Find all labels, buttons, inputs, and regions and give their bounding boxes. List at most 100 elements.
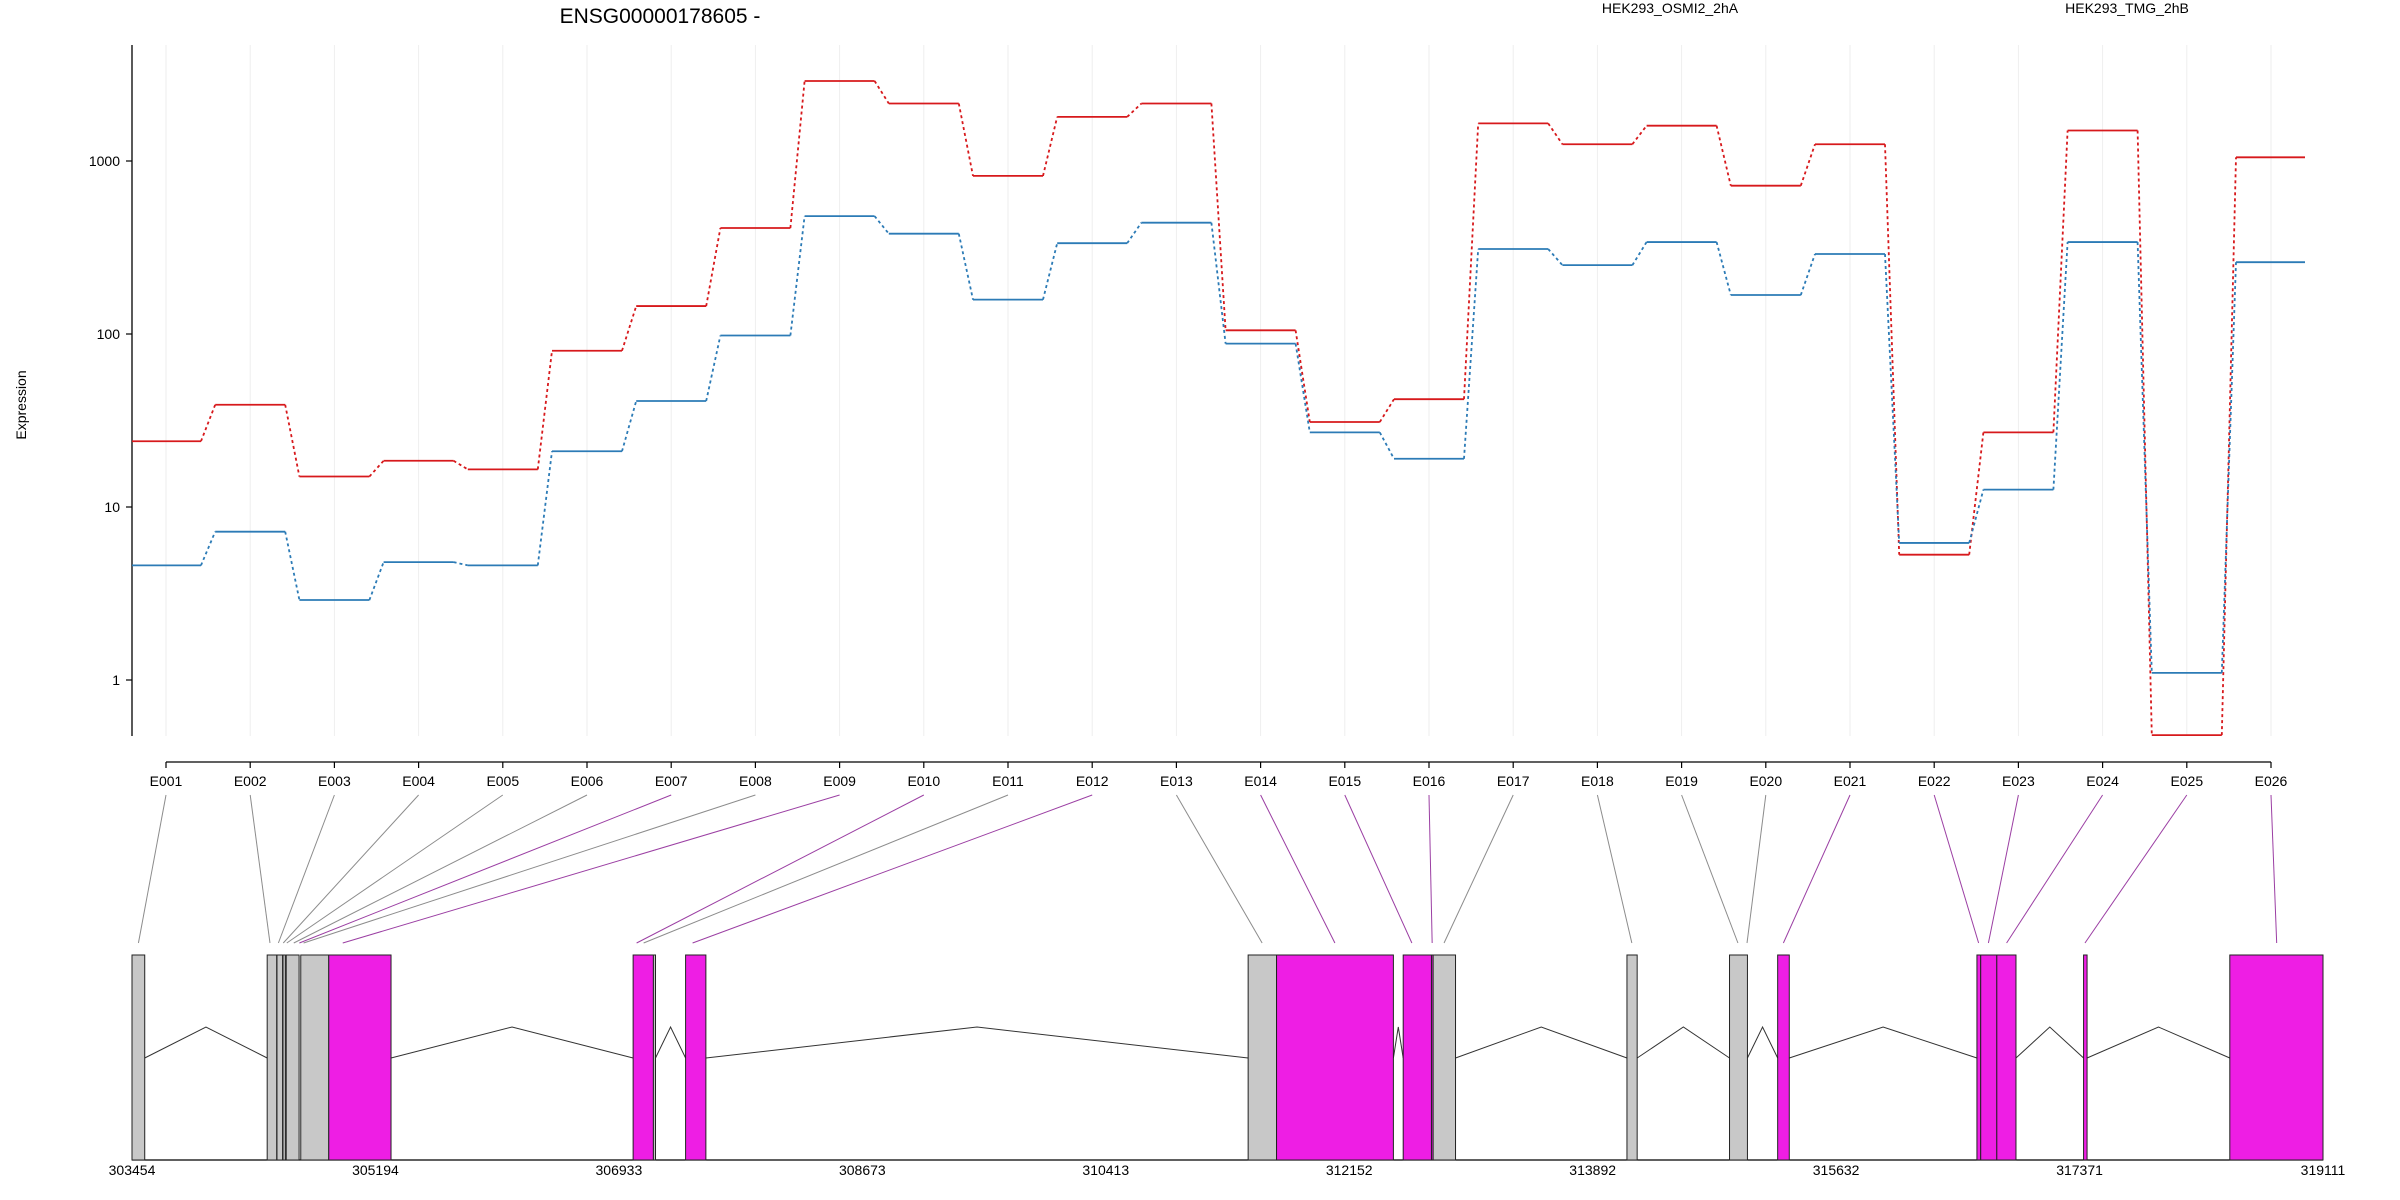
intron-line bbox=[1455, 1026, 1628, 1059]
x-tick-label: E012 bbox=[1076, 773, 1109, 789]
gene-model: 303454 305194 306933 308673 310413 312152 3138… bbox=[109, 794, 2346, 1178]
exon-connector-line bbox=[249, 794, 271, 944]
series-connector bbox=[1547, 122, 1564, 145]
legend-label-series-b: HEK293_TMG_2hB bbox=[2065, 0, 2189, 16]
exon-connector-line bbox=[1596, 794, 1633, 944]
x-tick-label: E004 bbox=[402, 773, 435, 789]
y-tick-label: 10 bbox=[104, 499, 120, 515]
series-connector bbox=[2220, 262, 2237, 673]
genome-coordinate-label: 303454 bbox=[109, 1162, 156, 1178]
series-connector bbox=[1042, 242, 1059, 300]
series-connector bbox=[789, 216, 806, 336]
exon-block bbox=[1276, 954, 1394, 1161]
series-connector bbox=[536, 350, 553, 470]
series-connector bbox=[789, 80, 806, 229]
series-connector bbox=[1715, 125, 1732, 186]
x-tick-label: E021 bbox=[1834, 773, 1867, 789]
series-connector bbox=[957, 103, 974, 177]
exon-block bbox=[282, 954, 286, 1161]
x-tick-label: E024 bbox=[2086, 773, 2119, 789]
exon-block bbox=[1976, 954, 1982, 1161]
series-connector bbox=[200, 404, 217, 442]
y-tick-label: 100 bbox=[97, 326, 121, 342]
genome-coordinate-label: 306933 bbox=[596, 1162, 643, 1178]
series-connector bbox=[1126, 222, 1143, 244]
series-connector bbox=[1884, 253, 1901, 543]
exon-block bbox=[1996, 954, 2017, 1161]
y-tick-label: 1000 bbox=[89, 153, 120, 169]
series-connector bbox=[368, 460, 385, 478]
series-connector bbox=[873, 80, 890, 104]
exon-block bbox=[652, 954, 657, 1161]
series-connector bbox=[1126, 102, 1143, 118]
plot-area: 1 10 100 1000 E001 E002 E003 E004 E005 E006 E007 E0… bbox=[89, 45, 2305, 789]
exon-connector-line bbox=[293, 794, 588, 944]
x-tick-label: E010 bbox=[907, 773, 940, 789]
series-connector bbox=[453, 460, 469, 471]
series-connector bbox=[1210, 222, 1227, 344]
x-tick-label: E007 bbox=[655, 773, 688, 789]
series-connector bbox=[2136, 130, 2153, 736]
exon-connector-line bbox=[1443, 794, 1514, 944]
intron-line bbox=[1636, 1026, 1730, 1059]
y-axis-label: Expression bbox=[13, 370, 29, 439]
exon-block bbox=[285, 954, 300, 1161]
series-connector bbox=[284, 531, 301, 601]
exon-connector-line bbox=[692, 794, 1093, 944]
intron-line bbox=[655, 1025, 687, 1059]
x-tick-label: E018 bbox=[1581, 773, 1614, 789]
x-tick-label: E022 bbox=[1918, 773, 1951, 789]
series-connector bbox=[1042, 116, 1059, 177]
series-connector bbox=[957, 233, 974, 300]
exon-connector-line bbox=[277, 794, 335, 944]
series-connector bbox=[1294, 330, 1311, 423]
series-connector bbox=[1463, 248, 1480, 459]
x-tick-label: E015 bbox=[1328, 773, 1361, 789]
series-connector bbox=[621, 400, 638, 452]
x-tick-label: E003 bbox=[318, 773, 351, 789]
intron-line bbox=[2086, 1026, 2231, 1059]
intron-line bbox=[1746, 1025, 1779, 1059]
x-tick-label: E002 bbox=[234, 773, 267, 789]
x-tick-label: E006 bbox=[571, 773, 604, 789]
exon-connector-line bbox=[1175, 794, 1263, 944]
series-connector bbox=[1463, 123, 1480, 400]
genome-coordinate-label: 313892 bbox=[1569, 1162, 1616, 1178]
x-tick-label: E026 bbox=[2255, 773, 2288, 789]
series-connector bbox=[1799, 143, 1816, 186]
exon-block bbox=[328, 954, 392, 1161]
genome-coordinate-label: 308673 bbox=[839, 1162, 886, 1178]
exon-block bbox=[266, 954, 278, 1161]
exon-connector-line bbox=[1260, 794, 1336, 944]
exon-block bbox=[1432, 954, 1457, 1161]
series-connector bbox=[705, 335, 722, 402]
series-connector bbox=[1379, 398, 1395, 423]
series-b bbox=[132, 215, 2305, 674]
exon-block bbox=[1402, 954, 1432, 1161]
series-connector bbox=[1547, 248, 1564, 266]
series-a bbox=[132, 80, 2305, 737]
exon-connector-line bbox=[2270, 794, 2278, 944]
exon-connector-line bbox=[2006, 794, 2104, 944]
exon-connector-line bbox=[342, 794, 840, 944]
exon-block bbox=[685, 954, 707, 1161]
exon-connector-line bbox=[1344, 794, 1413, 944]
series-connector bbox=[1715, 241, 1732, 296]
exon-block bbox=[2083, 954, 2088, 1161]
genome-coordinate-label: 305194 bbox=[352, 1162, 399, 1178]
x-tick-label: E023 bbox=[2002, 773, 2035, 789]
exon-block bbox=[131, 954, 146, 1161]
genome-coordinate-label: 319111 bbox=[2301, 1162, 2346, 1178]
series-connector bbox=[2052, 242, 2069, 490]
x-tick-label: E001 bbox=[150, 773, 183, 789]
genome-coordinate-label: 317371 bbox=[2056, 1162, 2103, 1178]
genome-coordinate-label: 315632 bbox=[1813, 1162, 1860, 1178]
exon-connector-line bbox=[282, 794, 419, 944]
intron-line bbox=[1789, 1026, 1978, 1059]
intron-line bbox=[1392, 1026, 1404, 1059]
series-connector bbox=[1799, 253, 1816, 296]
exon-block bbox=[1980, 954, 1998, 1161]
series-connector bbox=[284, 404, 301, 477]
y-tick-label: 1 bbox=[112, 672, 120, 688]
